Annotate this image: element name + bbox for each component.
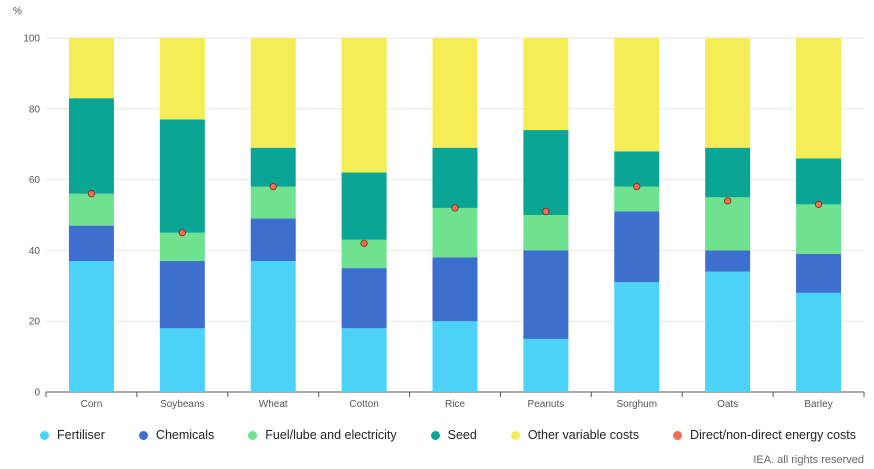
legend-label: Fuel/lube and electricity: [265, 428, 397, 442]
legend-label: Chemicals: [155, 428, 215, 442]
x-tick-label: Oats: [717, 399, 738, 410]
bar-segment: [796, 292, 842, 392]
bar-segment: [432, 147, 478, 208]
bar-segment: [796, 158, 842, 205]
bar-segment: [68, 38, 114, 99]
legend-label: Other variable costs: [527, 428, 639, 442]
bar-segment: [614, 211, 660, 283]
bar-segment: [341, 328, 387, 392]
bar-segment: [614, 186, 660, 212]
y-tick-label: 0: [34, 388, 40, 399]
legend-label: Seed: [447, 428, 477, 442]
bar-segment: [705, 147, 751, 198]
energy-cost-point: [633, 183, 641, 191]
bar-segment: [159, 119, 205, 233]
legend-item: Seed: [430, 428, 477, 442]
bar-segment: [68, 225, 114, 262]
bar-segment: [341, 38, 387, 173]
bar-segment: [432, 207, 478, 258]
bar-segment: [796, 253, 842, 293]
bar-segment: [341, 172, 387, 240]
bar-segment: [68, 98, 114, 194]
y-tick-label: 60: [29, 175, 41, 186]
stacked-bar-chart: % 0 20 40 60 80 100 Corn Soybeans Wheat Cotton Rice…: [13, 6, 865, 410]
bar-segment: [796, 204, 842, 254]
energy-cost-point: [87, 190, 96, 198]
energy-cost-point: [724, 197, 732, 205]
x-tick-label: Soybeans: [160, 399, 204, 410]
x-tick-label: Barley: [804, 399, 832, 410]
bar-segment: [159, 232, 205, 262]
bar-segment: [705, 197, 751, 251]
bar-segment: [705, 271, 751, 392]
bar-segment: [523, 338, 569, 392]
bar-segment: [250, 38, 296, 148]
energy-cost-point: [814, 200, 823, 208]
bar-segment: [250, 186, 296, 219]
bar-segment: [614, 151, 660, 187]
bar-segment: [159, 328, 205, 392]
bar-segment: [614, 282, 660, 392]
bar-segment: [523, 130, 569, 215]
legend-swatch: [430, 430, 440, 440]
x-tick-label: Sorghum: [616, 399, 657, 410]
legend-label: Fertiliser: [57, 428, 105, 442]
bar-segment: [250, 218, 296, 262]
x-tick-label: Peanuts: [528, 399, 565, 410]
x-tick-label: Corn: [81, 399, 103, 410]
y-axis-label: %: [13, 6, 22, 17]
legend-swatch: [510, 430, 520, 440]
credit-text: IEA. all rights reserved: [753, 454, 864, 466]
energy-cost-point: [269, 183, 277, 191]
energy-cost-point: [542, 207, 550, 216]
legend-item: Chemicals: [138, 428, 215, 442]
legend-swatch: [672, 430, 682, 440]
chart-legend: Fertiliser Chemicals Fuel/lube and electri…: [40, 428, 856, 442]
energy-cost-point: [178, 229, 186, 237]
legend-label: Direct/non-direct energy costs: [689, 428, 857, 442]
legend-item: Fertiliser: [40, 428, 105, 442]
legend-item: Fuel/lube and electricity: [248, 428, 397, 442]
bar-segment: [341, 268, 387, 329]
bar-segment: [796, 38, 842, 159]
y-tick-label: 40: [29, 246, 41, 257]
bar-segment: [68, 261, 114, 392]
bar-segment: [159, 261, 205, 329]
bar-segment: [523, 215, 569, 251]
y-tick-label: 20: [29, 317, 41, 328]
energy-cost-point: [360, 239, 368, 247]
bar-segment: [523, 38, 569, 131]
bar-segment: [250, 147, 296, 187]
bar-segment: [523, 250, 569, 339]
bar-segment: [705, 38, 751, 148]
y-tick-label: 100: [23, 34, 40, 45]
legend-swatch: [248, 430, 258, 440]
bar-segment: [432, 257, 478, 322]
y-tick-label: 80: [29, 104, 41, 115]
legend-item: Other variable costs: [510, 428, 639, 442]
bar-segment: [432, 321, 478, 392]
x-tick-label: Cotton: [349, 399, 378, 410]
x-tick-label: Rice: [445, 399, 465, 410]
legend-swatch: [40, 430, 49, 440]
bar-segment: [705, 250, 751, 272]
energy-cost-point: [451, 204, 459, 212]
bar-segment: [250, 261, 296, 392]
legend-swatch: [138, 430, 148, 440]
bar-segment: [159, 38, 205, 120]
legend-item: Direct/non-direct energy costs: [672, 428, 857, 442]
x-tick-label: Wheat: [259, 399, 288, 410]
bar-segment: [432, 38, 478, 148]
bar-segment: [68, 193, 114, 226]
bar-segment: [614, 38, 660, 152]
